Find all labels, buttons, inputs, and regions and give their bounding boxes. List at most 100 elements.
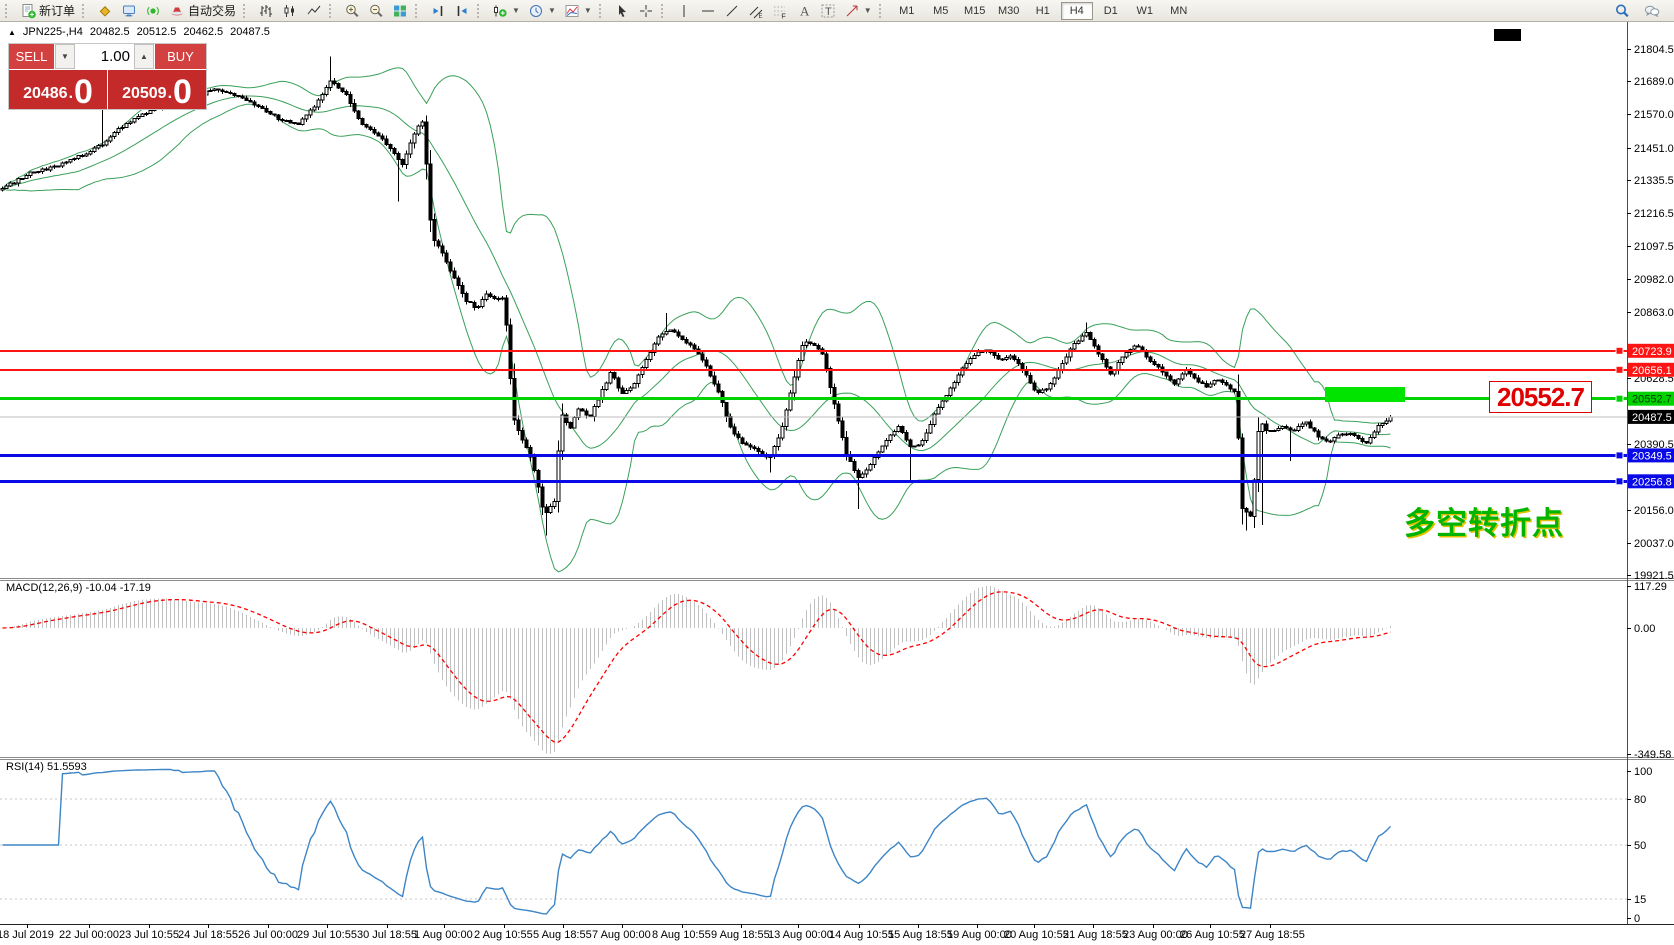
toolbar-drag-handle[interactable]	[415, 3, 422, 18]
svg-text:80: 80	[1634, 794, 1646, 806]
chevron-down-icon[interactable]: ▼	[547, 6, 556, 15]
signals-icon[interactable]	[141, 1, 165, 21]
chat-button-icon	[1644, 3, 1660, 19]
toolbar-drag-handle[interactable]	[598, 3, 606, 18]
toolbar-drag-handle[interactable]	[5, 3, 12, 18]
indicators-button-icon	[564, 3, 580, 19]
symbol-info-bar: ▲ JPN225-,H4 20482.5 20512.5 20462.5 204…	[8, 26, 270, 38]
svg-text:13 Aug 00:00: 13 Aug 00:00	[768, 929, 833, 941]
chart-shift-button-icon	[454, 3, 470, 19]
new-chart-button[interactable]: ▼	[488, 1, 524, 21]
profiles-button[interactable]: ▼	[524, 1, 560, 21]
svg-text:A: A	[800, 3, 810, 18]
virtual-hosting-icon[interactable]	[117, 1, 141, 21]
toolbar-drag-handle[interactable]	[660, 3, 668, 18]
horizontal-level-lines[interactable]	[0, 346, 1627, 486]
macd-panel	[2, 586, 1391, 754]
candle-chart-button[interactable]	[278, 1, 302, 21]
svg-text:26 Aug 10:55: 26 Aug 10:55	[1180, 929, 1245, 941]
svg-text:21335.5: 21335.5	[1634, 175, 1674, 187]
new-order-button-label: 新订单	[39, 4, 76, 18]
timeframe-w1-button[interactable]: W1	[1136, 4, 1153, 17]
crosshair-button[interactable]	[634, 1, 658, 21]
rsi-indicator-label: RSI(14) 51.5593	[6, 761, 87, 773]
svg-text:21 Aug 18:55: 21 Aug 18:55	[1063, 929, 1128, 941]
virtual-hosting-icon-icon	[121, 3, 137, 19]
chat-button[interactable]	[1640, 1, 1664, 21]
macd-histogram	[6, 586, 1391, 754]
vertical-line-button-icon	[676, 3, 692, 19]
timeframe-h4-button[interactable]: H4	[1060, 1, 1093, 20]
price-axis[interactable]: 21804.5 21689.0 21570.0 21451.0 21335.5 21216…	[1627, 44, 1674, 925]
price-callout-label[interactable]: 20552.7	[1489, 381, 1592, 413]
black-rectangle-object[interactable]	[1494, 29, 1521, 41]
collapse-panel-icon[interactable]: ▲	[8, 27, 16, 37]
toolbar-drag-handle[interactable]	[82, 3, 89, 18]
timeframe-m1-button[interactable]: M1	[899, 4, 915, 17]
svg-text:27 Aug 18:55: 27 Aug 18:55	[1240, 929, 1305, 941]
timeframe-m5-button[interactable]: M5	[933, 4, 949, 17]
equidistant-channel-button-icon: E	[748, 3, 764, 19]
chevron-down-icon[interactable]: ▼	[583, 6, 592, 15]
timeframe-m30-button[interactable]: M30	[998, 4, 1020, 17]
timeframe-m15-button[interactable]: M15	[964, 4, 986, 17]
svg-text:14 Aug 10:55: 14 Aug 10:55	[829, 929, 894, 941]
svg-text:20487.5: 20487.5	[1632, 412, 1672, 424]
sell-button[interactable]: SELL	[9, 44, 55, 69]
autotrading-button[interactable]: 自动交易	[165, 1, 240, 21]
market-depth-icon[interactable]	[93, 1, 117, 21]
svg-text:19921.5: 19921.5	[1634, 570, 1674, 582]
svg-text:-349.58: -349.58	[1634, 749, 1671, 761]
toolbar-drag-handle[interactable]	[329, 3, 336, 18]
horizontal-line-button[interactable]	[696, 1, 720, 21]
svg-text:T: T	[825, 6, 832, 18]
cursor-button[interactable]	[610, 1, 634, 21]
equidistant-channel-button[interactable]: E	[744, 1, 768, 21]
toolbar-drag-handle[interactable]	[878, 3, 886, 18]
line-chart-button[interactable]	[302, 1, 326, 21]
candle-chart-button-icon	[282, 3, 298, 19]
volume-input[interactable]	[75, 44, 134, 69]
volume-decrease-button[interactable]: ▼	[55, 44, 75, 69]
auto-scroll-button[interactable]	[426, 1, 450, 21]
panel-borders	[0, 22, 1674, 925]
chevron-down-icon[interactable]: ▼	[512, 6, 520, 15]
text-label-button[interactable]: T	[816, 1, 840, 21]
search-button[interactable]	[1610, 1, 1634, 21]
svg-text:0: 0	[1634, 913, 1640, 925]
toolbar-drag-handle[interactable]	[477, 3, 484, 18]
timeframe-d1-button[interactable]: D1	[1103, 4, 1118, 17]
svg-text:15 Aug 18:55: 15 Aug 18:55	[888, 929, 953, 941]
indicators-button[interactable]: ▼	[560, 1, 596, 21]
toolbar-drag-handle[interactable]	[243, 3, 250, 18]
fibonacci-button[interactable]: F	[768, 1, 792, 21]
one-click-trading-panel: SELL ▼ ▲ BUY 20486.0 20509.0	[8, 43, 207, 110]
bar-chart-button[interactable]	[254, 1, 278, 21]
chart-shift-button[interactable]	[450, 1, 474, 21]
svg-text:20982.0: 20982.0	[1634, 274, 1674, 286]
svg-text:24 Jul 18:55: 24 Jul 18:55	[178, 929, 238, 941]
rsi-panel	[0, 768, 1627, 915]
timeframe-mn-button[interactable]: MN	[1170, 4, 1188, 17]
zoom-in-button-icon	[344, 3, 360, 19]
zoom-in-button[interactable]	[340, 1, 364, 21]
timeframe-h1-button[interactable]: H1	[1035, 4, 1050, 17]
sell-price[interactable]: 20486. 0	[9, 70, 108, 109]
svg-text:1 Aug 00:00: 1 Aug 00:00	[414, 929, 473, 941]
arrows-button[interactable]: ▼	[840, 1, 876, 21]
zoom-out-button[interactable]	[364, 1, 388, 21]
text-button[interactable]: A	[792, 1, 816, 21]
chevron-down-icon[interactable]: ▼	[863, 6, 872, 15]
buy-button[interactable]: BUY	[154, 44, 206, 69]
turning-point-annotation[interactable]: 多空转折点	[1404, 506, 1564, 541]
vertical-line-button[interactable]	[672, 1, 696, 21]
green-zone-rectangle[interactable]	[1325, 387, 1405, 402]
buy-price[interactable]: 20509. 0	[108, 70, 206, 109]
new-order-button[interactable]: 新订单	[16, 1, 79, 21]
ohlc-open: 20482.5	[89, 26, 130, 38]
zoom-out-button-icon	[368, 3, 384, 19]
volume-increase-button[interactable]: ▲	[134, 44, 154, 69]
trendline-button[interactable]	[720, 1, 744, 21]
time-axis[interactable]: 18 Jul 2019 22 Jul 00:00 23 Jul 10:55 24 Ju…	[0, 924, 1305, 941]
tile-windows-button[interactable]	[388, 1, 412, 21]
